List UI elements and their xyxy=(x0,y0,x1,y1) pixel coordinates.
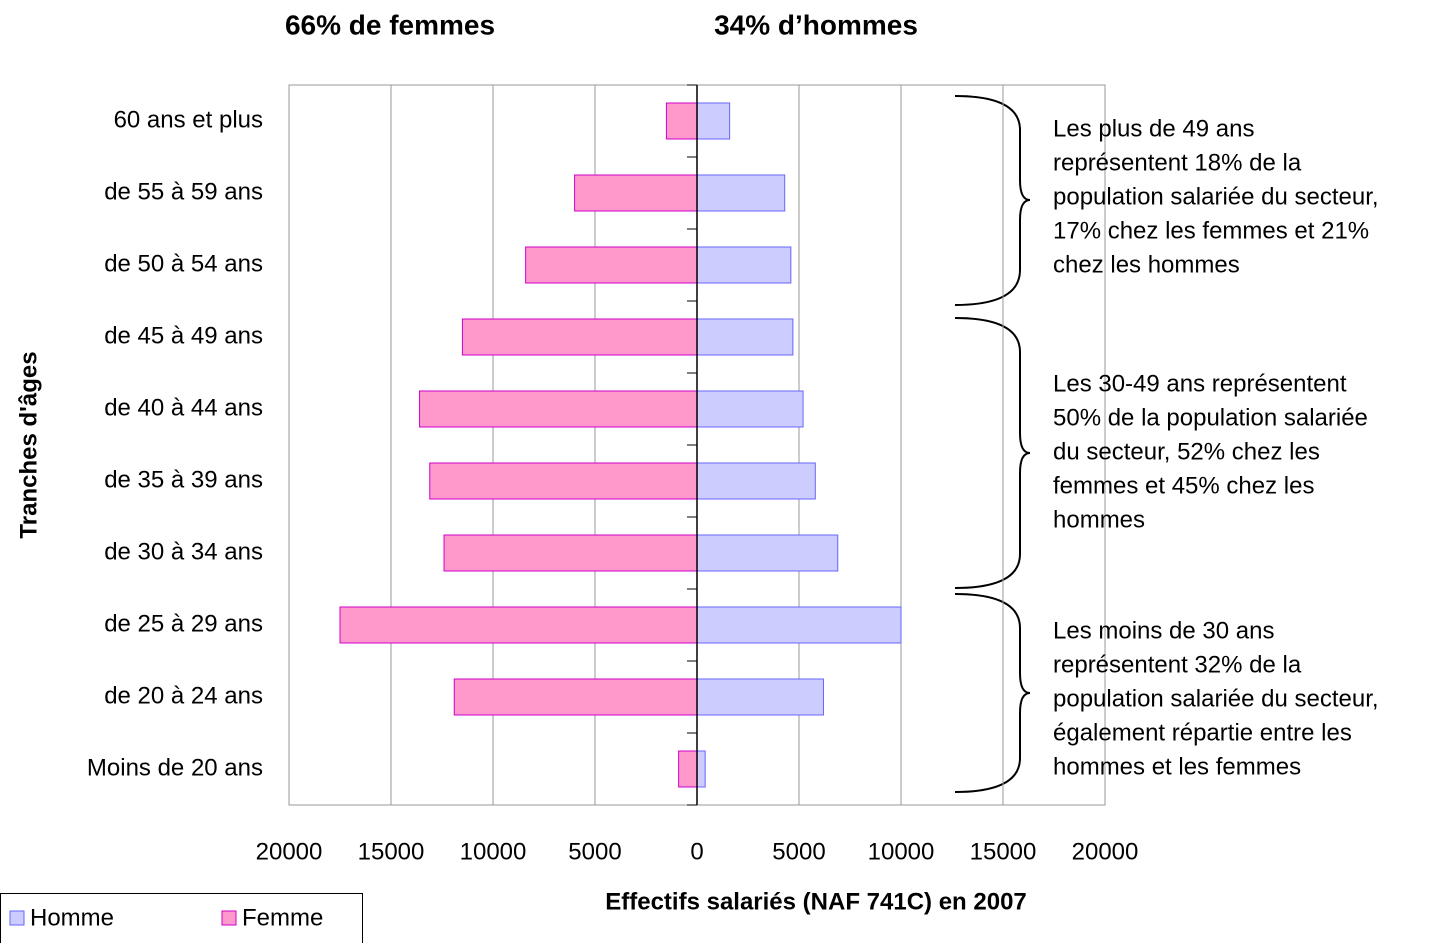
x-tick-label: 0 xyxy=(690,838,703,865)
y-tick-label: de 40 à 44 ans xyxy=(104,394,263,421)
annotation: 17% chez les femmes et 21% xyxy=(1053,217,1369,244)
x-tick-label: 20000 xyxy=(256,838,323,865)
bar xyxy=(419,390,698,428)
annotation: population salariée du secteur, xyxy=(1053,685,1379,712)
bar xyxy=(696,750,706,788)
x-tick-label: 15000 xyxy=(358,838,425,865)
bar xyxy=(696,318,794,356)
annotation: également répartie entre les xyxy=(1053,719,1352,746)
annotation: chez les hommes xyxy=(1053,251,1240,278)
y-tick-label: de 20 à 24 ans xyxy=(104,682,263,709)
annotation: 50% de la population salariée xyxy=(1053,404,1368,431)
annotation: représentent 18% de la xyxy=(1053,149,1302,176)
y-tick-label: de 45 à 49 ans xyxy=(104,322,263,349)
x-tick-label: 10000 xyxy=(868,838,935,865)
x-tick-label: 10000 xyxy=(460,838,527,865)
bar xyxy=(696,678,824,716)
header: 66% de femmes xyxy=(285,9,495,40)
bar xyxy=(339,606,698,644)
x-tick-label: 15000 xyxy=(970,838,1037,865)
annotation: du secteur, 52% chez les xyxy=(1053,438,1320,465)
bar xyxy=(429,462,698,500)
x-tick-label: 20000 xyxy=(1072,838,1139,865)
bar xyxy=(696,174,786,212)
annotation: population salariée du secteur, xyxy=(1053,183,1379,210)
bar xyxy=(678,750,698,788)
legend-box xyxy=(0,893,363,943)
brace xyxy=(954,317,1031,589)
x-axis-title: Effectifs salariés (NAF 741C) en 2007 xyxy=(605,888,1027,915)
y-tick-label: de 50 à 54 ans xyxy=(104,250,263,277)
legend-swatch xyxy=(221,910,237,926)
bar xyxy=(525,246,698,284)
bar xyxy=(696,534,839,572)
y-axis-title: Tranches d'âges xyxy=(15,351,42,538)
x-tick-label: 5000 xyxy=(772,838,825,865)
annotation: représentent 32% de la xyxy=(1053,651,1302,678)
y-tick-label: 60 ans et plus xyxy=(114,106,263,133)
bar xyxy=(696,246,792,284)
annotation: Les moins de 30 ans xyxy=(1053,617,1274,644)
y-tick-label: de 35 à 39 ans xyxy=(104,466,263,493)
legend-swatch xyxy=(9,910,25,926)
bar xyxy=(696,102,731,140)
annotation: hommes et les femmes xyxy=(1053,753,1301,780)
y-tick-label: de 30 à 34 ans xyxy=(104,538,263,565)
y-tick-label: de 25 à 29 ans xyxy=(104,610,263,637)
bar xyxy=(696,390,804,428)
braces xyxy=(954,95,1031,793)
annotation: Les plus de 49 ans xyxy=(1053,115,1254,142)
bar xyxy=(696,462,816,500)
annotation: femmes et 45% chez les xyxy=(1053,472,1314,499)
bar xyxy=(443,534,698,572)
y-tick-label: de 55 à 59 ans xyxy=(104,178,263,205)
x-tick-label: 5000 xyxy=(568,838,621,865)
bar xyxy=(453,678,698,716)
bar xyxy=(696,606,902,644)
legend-label: Homme xyxy=(30,904,114,931)
header: 34% d’hommes xyxy=(714,9,918,40)
brace xyxy=(954,95,1031,306)
brace xyxy=(954,593,1031,793)
bar xyxy=(461,318,698,356)
bar xyxy=(665,102,698,140)
y-tick-label: Moins de 20 ans xyxy=(87,754,263,781)
legend-label: Femme xyxy=(242,904,323,931)
annotation: Les 30-49 ans représentent xyxy=(1053,370,1347,397)
bar xyxy=(574,174,698,212)
annotation: hommes xyxy=(1053,506,1145,533)
